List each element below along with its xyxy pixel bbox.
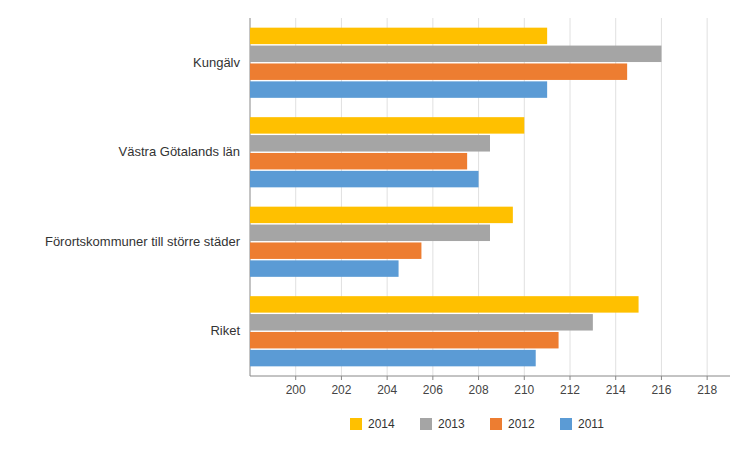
- bar: [250, 207, 513, 223]
- bar: [250, 350, 536, 366]
- x-tick-label: 214: [606, 383, 626, 397]
- bar: [250, 171, 479, 187]
- y-tick-label: Kungälv: [193, 55, 240, 70]
- legend-swatch: [350, 418, 362, 430]
- bar: [250, 63, 627, 79]
- bar: [250, 314, 593, 330]
- bars: [250, 28, 661, 367]
- legend-swatch: [490, 418, 502, 430]
- x-tick: [661, 376, 662, 380]
- x-tick-label: 208: [469, 383, 489, 397]
- grid-line: [661, 18, 662, 376]
- bar: [250, 242, 421, 258]
- x-tick: [478, 376, 479, 380]
- bar: [250, 28, 547, 44]
- x-tick-label: 200: [286, 383, 306, 397]
- x-tick-label: 206: [423, 383, 443, 397]
- legend: 2014 2013 2012 2011: [350, 417, 604, 431]
- legend-label: 2014: [368, 417, 395, 431]
- x-tick-label: 202: [331, 383, 351, 397]
- y-tick-label: Västra Götalands län: [119, 144, 240, 159]
- legend-swatch: [560, 418, 572, 430]
- x-tick: [432, 376, 433, 380]
- y-tick-label: Förortskommuner till större städer: [45, 234, 241, 249]
- x-tick-label: 216: [651, 383, 671, 397]
- bar: [250, 332, 559, 348]
- bar: [250, 153, 467, 169]
- bar: [250, 81, 547, 97]
- y-tick-label: Riket: [210, 323, 240, 338]
- legend-label: 2013: [438, 417, 465, 431]
- x-tick-label: 204: [377, 383, 397, 397]
- bar: [250, 135, 490, 151]
- y-ticks: Kungälv Västra Götalands län Förortskommun…: [45, 55, 241, 339]
- x-tick: [615, 376, 616, 380]
- bar: [250, 46, 661, 62]
- bar: [250, 225, 490, 241]
- x-ticks: 200 202 204 206 208 210 212 214 216 218: [286, 376, 718, 397]
- grid-line: [707, 18, 708, 376]
- x-axis-line: [250, 376, 730, 377]
- x-tick: [524, 376, 525, 380]
- x-tick-label: 218: [697, 383, 717, 397]
- legend-label: 2012: [508, 417, 535, 431]
- x-tick: [341, 376, 342, 380]
- bar: [250, 296, 639, 312]
- x-tick: [295, 376, 296, 380]
- bar: [250, 117, 524, 133]
- x-tick: [387, 376, 388, 380]
- x-tick-label: 212: [560, 383, 580, 397]
- bar: [250, 260, 399, 276]
- legend-swatch: [420, 418, 432, 430]
- x-tick: [707, 376, 708, 380]
- chart: 200 202 204 206 208 210 212 214 216 218 Kungälv Väs…: [0, 0, 754, 454]
- x-tick-label: 210: [514, 383, 534, 397]
- legend-label: 2011: [578, 417, 604, 431]
- x-tick: [570, 376, 571, 380]
